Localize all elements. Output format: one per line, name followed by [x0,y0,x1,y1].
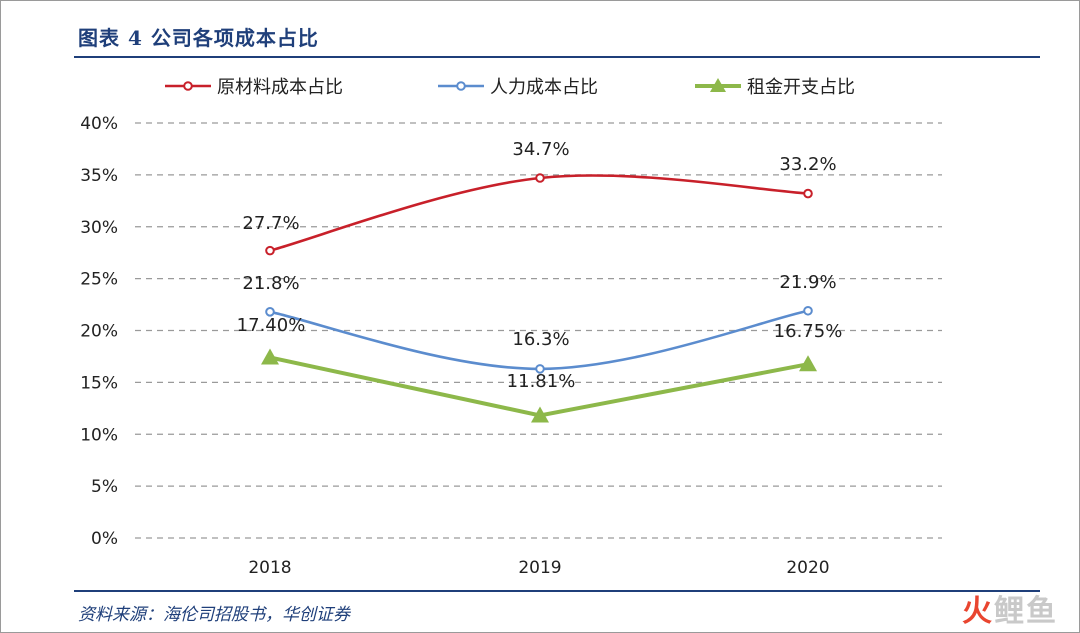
y-tick-label: 5% [91,477,118,497]
title-rule [74,56,1040,58]
x-tick-label: 2019 [518,558,561,578]
data-label: 17.40% [237,315,306,336]
data-label: 34.7% [512,139,569,160]
data-label: 21.9% [779,272,836,293]
y-tick-label: 30% [80,218,118,238]
data-point [265,245,275,256]
watermark-part-1: 火 [962,594,994,629]
data-point [799,355,817,372]
data-label: 11.81% [507,371,576,392]
legend-swatch-marker [710,78,726,92]
data-point [535,173,545,183]
y-tick-label: 35% [80,166,118,186]
source-rule [74,590,1040,592]
legend-swatch-marker [456,81,466,91]
watermark: 火鲤鱼 [962,586,1058,630]
data-label: 33.2% [779,154,836,175]
y-tick-label: 15% [80,373,118,393]
data-label: 27.7% [242,213,299,234]
y-tick-label: 20% [80,322,118,342]
legend-label: 人力成本占比 [490,77,598,98]
legend-label: 租金开支占比 [747,77,855,98]
y-tick-label: 10% [80,425,118,445]
data-point [535,364,545,374]
data-point [265,307,275,317]
legend-label: 原材料成本占比 [217,77,343,98]
y-tick-label: 25% [80,270,118,290]
data-point [261,348,279,365]
series-line [269,174,809,252]
data-label: 16.75% [774,321,843,342]
y-tick-label: 0% [91,529,118,549]
figure-title: 图表 4 公司各项成本占比 [78,26,319,50]
y-tick-label: 40% [80,114,118,134]
data-point [803,305,813,316]
x-tick-label: 2020 [786,558,829,578]
data-point [803,188,813,199]
data-label: 16.3% [512,329,569,350]
source-note: 资料来源：海伦司招股书，华创证券 [78,605,350,625]
legend-swatch-marker [183,81,193,91]
watermark-part-2: 鲤鱼 [994,594,1058,629]
x-tick-label: 2018 [248,558,291,578]
data-label: 21.8% [242,273,299,294]
data-point [531,406,549,423]
